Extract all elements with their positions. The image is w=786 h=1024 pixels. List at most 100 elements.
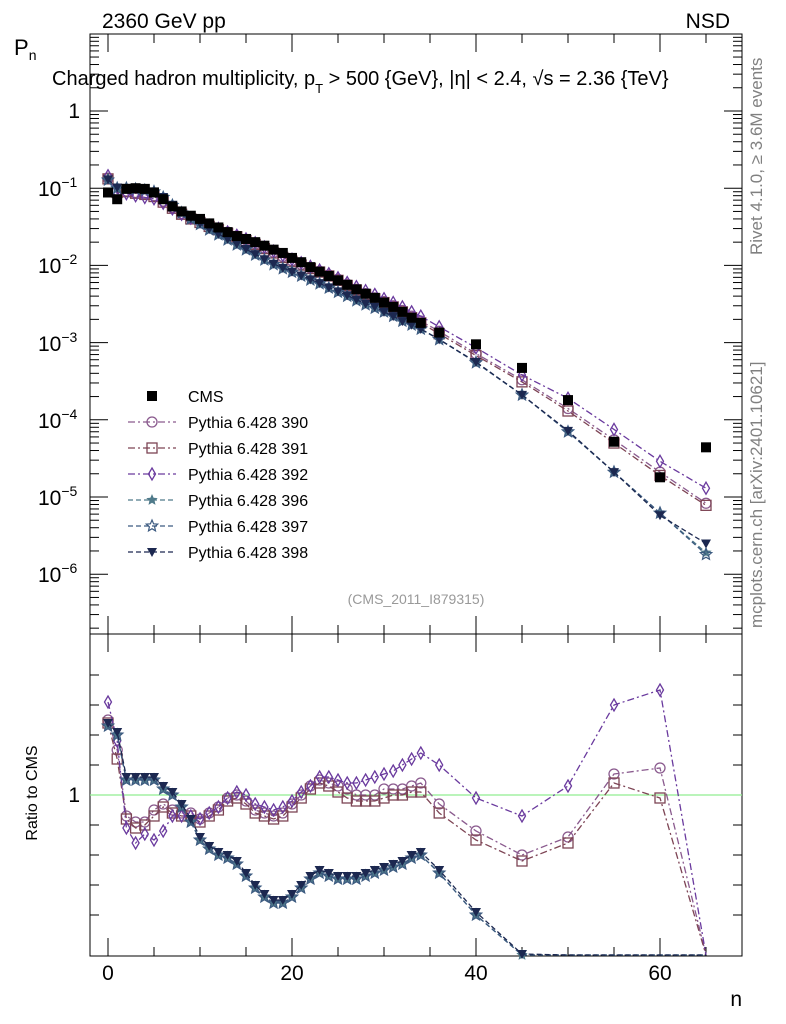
ratio-point-p391	[415, 786, 427, 798]
ratio-point-p392	[361, 772, 370, 788]
ratio-point-p392	[149, 832, 159, 848]
point-p398	[323, 283, 334, 293]
point-p398	[287, 267, 297, 277]
ratio-point-p391	[332, 786, 344, 798]
point-data-cms	[139, 183, 150, 194]
ratio-point-p391	[221, 795, 234, 807]
legend-marker-data	[147, 391, 157, 401]
ratio-point-p398	[149, 773, 159, 782]
point-p398	[406, 320, 417, 330]
point-p392	[609, 422, 619, 437]
ratio-point-p392	[103, 694, 113, 710]
ratio-point-p392	[122, 820, 131, 836]
ratio-point-p397	[468, 907, 484, 922]
legend-marker-p390	[146, 416, 158, 428]
point-data-cms	[176, 206, 187, 217]
ratio-point-p398	[415, 848, 426, 857]
ratio-point-p398	[277, 896, 288, 905]
ratio-point-p398	[185, 815, 196, 824]
ratio-point-p390	[129, 816, 142, 828]
title-main: Charged hadron multiplicity, p	[52, 68, 315, 90]
ratio-point-p390	[415, 777, 427, 789]
point-p398	[369, 302, 380, 312]
xtick-label-60: 60	[648, 962, 671, 985]
ratio-point-p398	[139, 773, 150, 782]
legend-marker-p398	[147, 548, 157, 557]
ratio-point-p391	[654, 792, 666, 804]
ytick-exp: −4	[61, 406, 77, 422]
upper-ylabel: Pn	[14, 35, 36, 63]
ytick-base: 10	[38, 178, 61, 201]
point-data-cms	[397, 306, 408, 317]
ratio-point-p391	[378, 792, 390, 804]
ratio-point-p392	[269, 802, 278, 818]
point-data-cms	[241, 233, 251, 244]
ratio-point-p392	[563, 778, 573, 794]
point-p398	[333, 287, 343, 297]
point-data-cms	[406, 312, 417, 323]
point-p398	[397, 317, 408, 327]
point-p398	[342, 291, 353, 301]
ratio-point-p391	[323, 780, 335, 792]
point-data-cms	[360, 288, 371, 299]
ratio-point-p391	[562, 837, 574, 849]
point-p392	[517, 367, 527, 383]
xtick-label-0: 0	[102, 962, 114, 985]
ratio-point-p398	[314, 866, 325, 875]
point-p391	[516, 376, 528, 388]
point-data-cms	[305, 262, 316, 273]
point-data-cms	[379, 297, 389, 308]
point-data-cms	[204, 218, 215, 229]
ytick-exp: −3	[61, 329, 77, 345]
ratio-point-p398	[305, 872, 316, 881]
point-data-cms	[655, 472, 665, 483]
ratio-point-p398	[397, 857, 408, 866]
ratio-point-p398	[323, 869, 334, 878]
legend-marker-p391	[146, 442, 158, 454]
ratio-point-p390	[378, 783, 390, 795]
ratio-point-p398	[112, 728, 123, 737]
ratio-point-p398	[103, 719, 113, 728]
ytick-label-1e-2: 10−2	[38, 251, 78, 278]
ratio-point-p392	[195, 811, 205, 827]
ratio-point-p391	[350, 795, 363, 807]
ratio-point-p391	[387, 789, 399, 801]
point-p398	[351, 295, 362, 305]
point-p398	[379, 307, 389, 317]
ratio-point-p398	[369, 866, 380, 875]
ratio-point-p391	[313, 777, 326, 789]
ytick-base: 10	[38, 410, 61, 433]
ratio-point-p398	[388, 860, 399, 869]
ratio-point-p392	[131, 835, 140, 851]
point-p398	[609, 468, 619, 478]
ratio-point-p391	[157, 801, 169, 813]
ratio-point-p398	[379, 863, 389, 872]
point-p398	[434, 335, 445, 345]
ratio-point-p397	[192, 832, 208, 847]
ratio-point-p392	[250, 796, 260, 812]
point-data-cms	[130, 183, 141, 194]
ratio-point-p398	[250, 881, 261, 890]
point-data-cms	[333, 275, 343, 286]
ratio-point-p397	[110, 727, 125, 742]
plot-title: Charged hadron multiplicity, pT > 500 {G…	[52, 68, 669, 96]
ratio-point-p392	[158, 823, 168, 839]
ratio-point-p398	[231, 857, 242, 866]
mcplots-reference: mcplots.cern.ch [arXiv:2401.10621]	[747, 362, 766, 628]
ratio-point-p390	[470, 825, 482, 837]
ratio-point-p391	[129, 822, 142, 834]
ratio-point-p392	[407, 751, 416, 767]
ratio-point-p398	[222, 851, 233, 860]
ratio-point-p392	[517, 808, 527, 824]
ratio-point-p392	[232, 784, 242, 800]
point-p398	[112, 183, 123, 193]
ratio-point-p391	[433, 807, 445, 819]
ratio-point-p390	[359, 789, 372, 801]
ratio-point-p398	[121, 773, 132, 782]
ratio-point-p391	[405, 786, 418, 798]
point-p398	[259, 255, 270, 265]
ratio-point-p392	[315, 769, 324, 785]
ratio-point-p390	[654, 762, 666, 774]
point-p398	[305, 275, 316, 285]
ratio-point-p398	[333, 872, 343, 881]
